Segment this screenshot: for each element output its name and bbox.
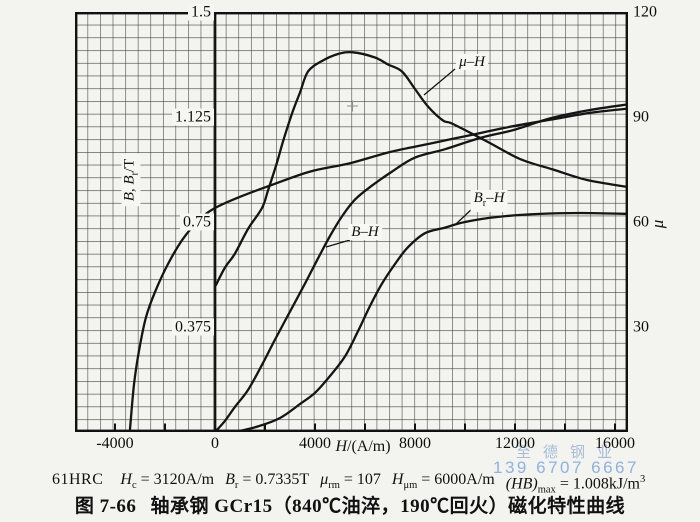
x-axis-title: H/(A/m)	[335, 438, 390, 456]
remanence-stat: Br = 0.7335T	[225, 471, 310, 492]
curves-group	[128, 50, 628, 432]
Br-H-curve	[233, 211, 628, 432]
h-symbol: H	[335, 438, 348, 455]
B-H-curve	[213, 103, 628, 432]
chart-canvas	[75, 12, 628, 432]
x-axis-minor-ticks	[114, 423, 616, 431]
watermark-phone: 139 6707 6667	[493, 458, 639, 477]
axis-tick-label: 60	[633, 213, 649, 231]
br-label-sub: r	[482, 198, 487, 209]
br-label-base: B	[473, 190, 483, 206]
plot-border	[75, 12, 628, 432]
b-symbol: B, B	[121, 175, 138, 202]
hysteresis-upper-branch-curve	[128, 107, 628, 431]
mu-h-leader	[423, 68, 456, 96]
h-unit: /(A/m)	[347, 438, 391, 455]
grid-paper	[75, 12, 628, 432]
energy-product-stat: (HB)max = 1.008kJ/m3	[505, 474, 646, 496]
field-at-max-permeability-stat: Hμm = 6000A/m	[391, 471, 495, 492]
axis-tick-label: -4000	[96, 435, 134, 452]
br-label-rest: –H	[486, 190, 505, 206]
mu-h-curve-label: μ–H	[456, 54, 488, 70]
axis-tick-label: 8000	[399, 435, 431, 452]
axis-tick-label: 4000	[299, 435, 331, 452]
axis-tick-label: 0.75	[180, 213, 214, 231]
axis-tick-label: 90	[633, 108, 649, 126]
axis-tick-label: 0.375	[172, 318, 214, 336]
figure-number: 图 7-66	[74, 496, 137, 517]
b-h-curve-label: B–H	[348, 224, 382, 240]
mu-H-curve	[214, 50, 628, 287]
b-h-leader	[325, 239, 351, 248]
axis-tick-label: 1.5	[188, 3, 214, 21]
axis-tick-label: 30	[633, 318, 649, 336]
registration-mark	[347, 100, 358, 112]
watermark-company: 至德钢业	[515, 444, 625, 461]
max-permeability-stat: μrm = 107	[320, 471, 381, 492]
tesla-unit: /T	[121, 158, 138, 173]
y-right-axis-title: μ	[648, 219, 667, 229]
axis-tick-label: 16000	[595, 435, 635, 452]
figure-caption: 图 7-66 轴承钢 GCr15（840℃油淬，190℃回火）磁化特性曲线	[0, 496, 700, 518]
axis-tick-label: 1.125	[172, 108, 214, 126]
y-left-axis-title: B, Br/T	[121, 153, 141, 207]
br-subscript: r	[129, 172, 141, 176]
br-h-curve-label: Br–H	[470, 190, 508, 212]
hardness-value: 61HRC	[52, 471, 104, 488]
coercivity-stat: Hc = 3120A/m	[120, 471, 215, 492]
axis-tick-label: 12000	[495, 435, 535, 452]
figure-title: 轴承钢 GCr15（840℃油淬，190℃回火）磁化特性曲线	[150, 496, 626, 517]
magnetic-properties-line: 61HRC Hc = 3120A/m Br = 0.7335T μrm = 10…	[52, 470, 645, 501]
axis-tick-label: 120	[633, 3, 657, 21]
axis-tick-label: 0	[211, 435, 219, 452]
